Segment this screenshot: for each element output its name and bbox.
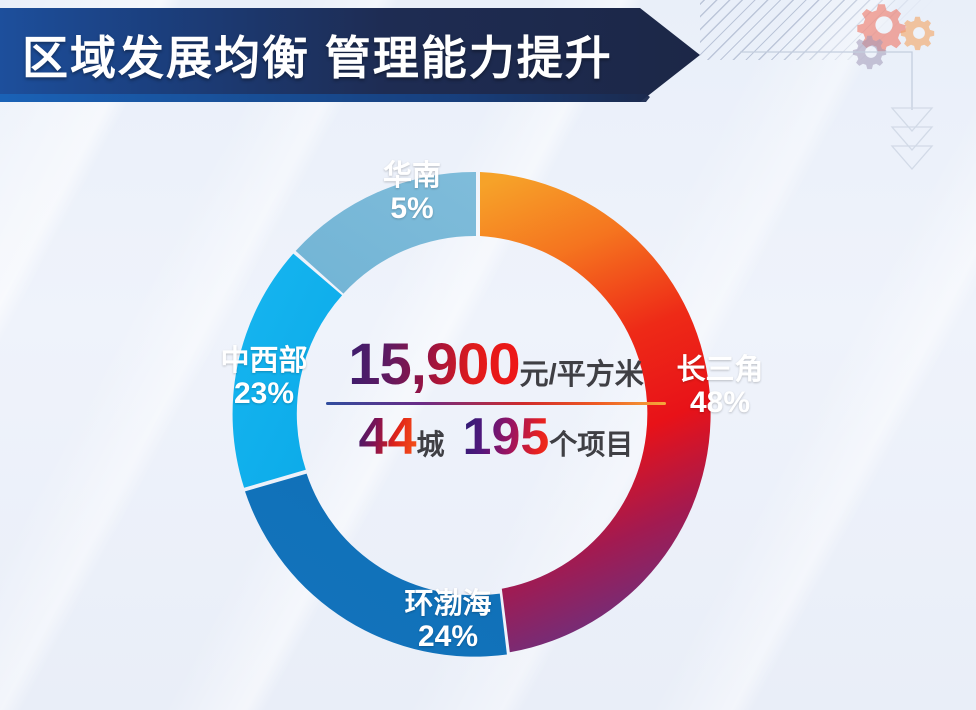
slice-label-huanan: 华南 5% [382, 160, 441, 226]
chevron-down-icon [890, 107, 934, 170]
gear-small-icon [900, 16, 935, 51]
page-title: 区域发展均衡 管理能力提升 [22, 32, 613, 84]
projects-suffix: 个项目 [549, 429, 634, 460]
slice-label-central: 中西部 23% [220, 345, 308, 411]
slice-central [232, 253, 343, 488]
donut-chart [180, 118, 780, 710]
title-banner: 区域发展均衡 管理能力提升 [0, 8, 700, 102]
diagonal-hatch-decoration [700, 0, 976, 60]
slice-bohai [245, 473, 507, 657]
cities-value: 44 [358, 408, 417, 466]
counts-line: 44城 195个项目 [320, 411, 672, 463]
slice-label-yangtze: 长三角 48% [676, 354, 764, 420]
cities-suffix: 城 [416, 429, 445, 460]
price-line: 15,900元/平方米 [320, 336, 672, 394]
center-statistics: 15,900元/平方米 44城 195个项目 [320, 336, 672, 463]
projects-value: 195 [462, 408, 550, 466]
gear-tiny-icon [852, 35, 887, 70]
gear-large-icon [857, 4, 906, 53]
price-unit: 元/平方米 [519, 359, 644, 391]
flow-connector-line [740, 51, 913, 110]
slice-yangtze [480, 172, 711, 653]
slice-label-bohai: 环渤海 24% [404, 588, 492, 654]
slice-south [295, 171, 476, 294]
price-value: 15,900 [348, 332, 520, 397]
gradient-divider [326, 402, 666, 405]
